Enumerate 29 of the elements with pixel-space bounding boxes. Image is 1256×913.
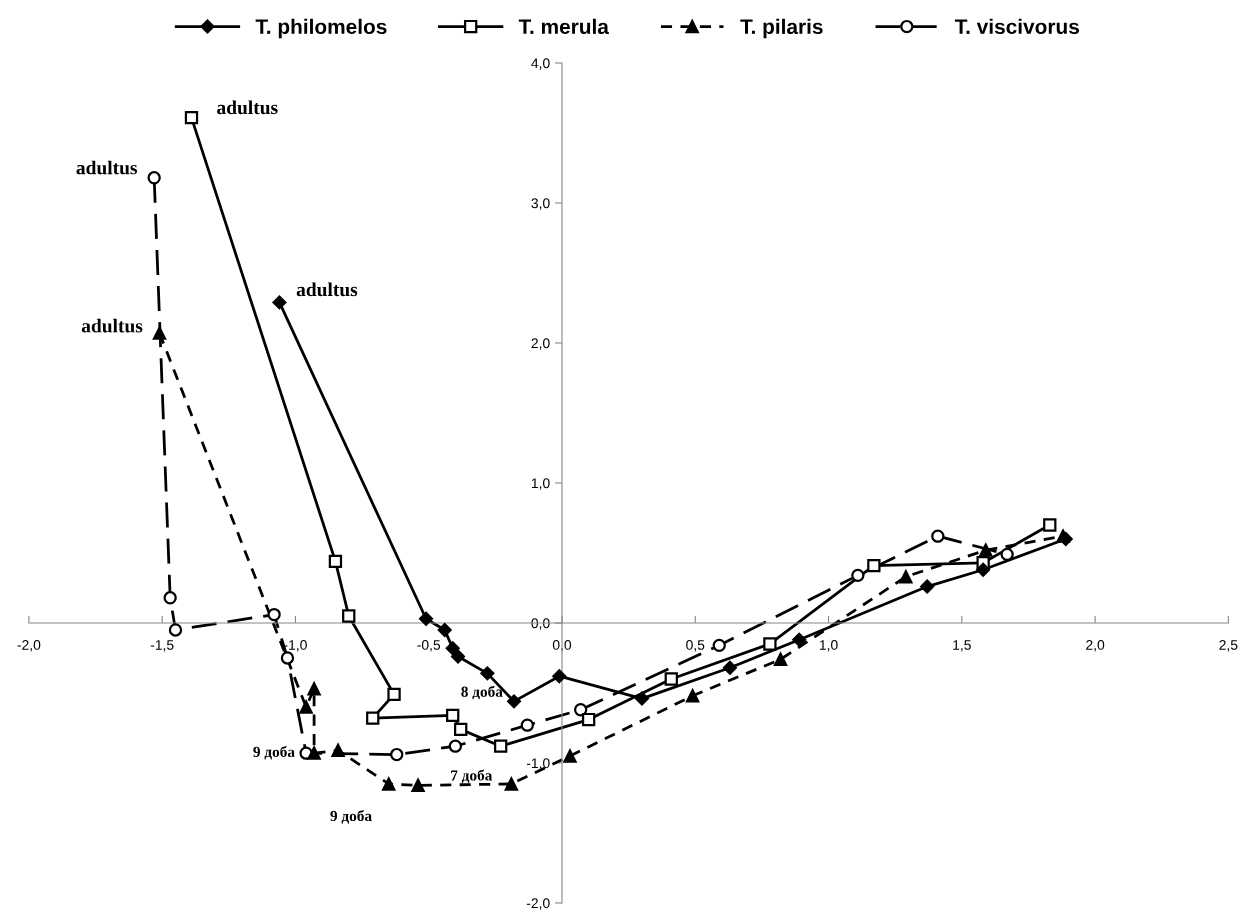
legend-label: T. viscivorus (954, 18, 1079, 35)
y-tick-label: 4,0 (531, 58, 550, 70)
y-tick-label: 0,0 (531, 618, 550, 630)
annotation: adultus (296, 282, 358, 297)
annotation: 8 доба (461, 685, 503, 700)
y-tick-label: 3,0 (531, 198, 550, 210)
x-tick-label: 1,5 (953, 640, 971, 652)
x-tick-label: -1,0 (284, 640, 307, 652)
y-tick-label: -2,0 (526, 898, 550, 910)
x-tick-label: -0,5 (417, 640, 441, 652)
annotation: 7 доба (451, 769, 493, 784)
x-tick-label: 0,0 (552, 640, 572, 652)
x-tick-label: 2,5 (1219, 640, 1238, 652)
y-tick-label: 1,0 (531, 478, 550, 490)
x-tick-label: -1,5 (150, 640, 174, 652)
x-tick-label: 2,0 (1086, 640, 1105, 652)
legend-label: T. merula (518, 18, 610, 35)
annotation: adultus (81, 318, 143, 333)
y-tick-label: -1,0 (526, 758, 550, 770)
legend-label: T. pilaris (740, 18, 823, 39)
x-tick-label: 1,0 (819, 640, 838, 652)
annotation: 9 доба (330, 810, 372, 824)
annotation: adultus (76, 160, 138, 175)
y-tick-label: 2,0 (531, 338, 550, 350)
x-tick-label: 0,5 (686, 640, 705, 652)
x-tick-label: -2,0 (17, 640, 41, 652)
legend-label: T. philomelos (255, 18, 387, 39)
annotation: 9 доба (253, 745, 295, 760)
annotation: adultus (217, 100, 278, 115)
